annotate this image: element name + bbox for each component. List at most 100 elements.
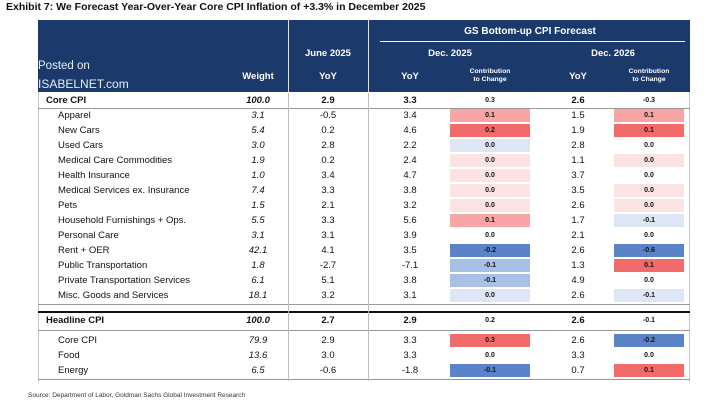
row-dec-2026-contribution: -0.1: [614, 289, 684, 302]
row-dec-2025-yoy: -1.8: [401, 365, 419, 376]
row-june-2025-yoy: -2.7: [319, 260, 337, 271]
table-row: Misc. Goods and Services 18.1 3.2 3.1 0.0 2.6…: [38, 288, 690, 303]
row-dec-2025-contribution: 0.2: [485, 317, 495, 324]
row-dec-2026-contribution: 0.0: [644, 142, 654, 149]
header-divider: [368, 20, 369, 92]
row-dec-2026-yoy: 1.7: [571, 215, 585, 226]
row-dec-2026-yoy: 2.8: [571, 140, 585, 151]
table-row: Pets 1.5 2.1 3.2 0.0 2.6 0.0: [38, 198, 690, 213]
row-weight: 3.1: [251, 230, 265, 241]
row-label: Core CPI: [46, 95, 87, 106]
row-label: Apparel: [58, 110, 91, 121]
row-dec-2026-contribution: -0.1: [642, 317, 656, 324]
row-divider: [38, 311, 690, 313]
row-label: Misc. Goods and Services: [58, 290, 169, 301]
row-june-2025-yoy: 3.1: [321, 230, 335, 241]
row-dec-2025-yoy: 3.3: [403, 95, 417, 106]
row-dec-2025-yoy: 3.5: [403, 245, 417, 256]
row-dec-2026-contribution: 0.1: [614, 109, 684, 122]
row-dec-2025-yoy: 4.7: [403, 170, 417, 181]
row-dec-2025-yoy: 3.3: [403, 335, 417, 346]
table-row: Headline CPI 100.0 2.7 2.9 0.2 2.6 -0.1: [38, 313, 690, 328]
table-row: Rent + OER 42.1 4.1 3.5 -0.2 2.6 -0.6: [38, 243, 690, 258]
row-june-2025-yoy: 0.2: [321, 155, 335, 166]
row-weight: 7.4: [251, 185, 265, 196]
row-dec-2025-yoy: 2.2: [403, 140, 417, 151]
row-dec-2026-yoy: 2.6: [571, 245, 585, 256]
row-dec-2026-yoy: 2.6: [571, 315, 585, 326]
row-june-2025-yoy: 3.4: [321, 170, 335, 181]
row-divider: [38, 304, 690, 305]
row-dec-2025-contribution: 0.0: [450, 169, 530, 182]
row-june-2025-yoy: -0.5: [319, 110, 337, 121]
row-dec-2025-contribution: 0.2: [450, 124, 530, 137]
row-dec-2026-contribution: -0.3: [642, 97, 656, 104]
row-dec-2025-yoy: 3.8: [403, 275, 417, 286]
row-weight: 1.8: [251, 260, 265, 271]
row-dec-2026-contribution: 0.0: [614, 154, 684, 167]
row-dec-2026-yoy: 1.3: [571, 260, 585, 271]
row-label: Rent + OER: [58, 245, 110, 256]
row-label: Health Insurance: [58, 170, 130, 181]
row-label: Headline CPI: [46, 315, 105, 326]
dec26-yoy-header: YoY: [569, 71, 587, 82]
table-row: Core CPI 100.0 2.9 3.3 0.3 2.6 -0.3: [38, 93, 690, 108]
table-row: Personal Care 3.1 3.1 3.9 0.0 2.1 0.0: [38, 228, 690, 243]
row-label: Personal Care: [58, 230, 119, 241]
table-row: Core CPI 79.9 2.9 3.3 0.3 2.6 -0.2: [38, 333, 690, 348]
row-dec-2025-contribution: 0.3: [485, 97, 495, 104]
row-dec-2026-contribution: 0.0: [644, 172, 654, 179]
row-label: Core CPI: [58, 335, 98, 346]
row-dec-2026-yoy: 1.5: [571, 110, 585, 121]
row-june-2025-yoy: 2.1: [321, 200, 335, 211]
row-weight: 13.6: [248, 350, 268, 361]
table-frame: [38, 20, 690, 382]
row-june-2025-yoy: 0.2: [321, 125, 335, 136]
row-dec-2025-contribution: 0.0: [450, 139, 530, 152]
table-row: New Cars 5.4 0.2 4.6 0.2 1.9 0.1: [38, 123, 690, 138]
row-divider: [38, 330, 690, 331]
row-weight: 1.5: [251, 200, 265, 211]
row-dec-2026-contribution: 0.1: [614, 124, 684, 137]
june-yoy-header: YoY: [319, 71, 337, 82]
row-weight: 5.4: [251, 125, 265, 136]
row-dec-2025-yoy: 3.3: [403, 350, 417, 361]
row-dec-2026-yoy: 2.6: [571, 200, 585, 211]
table-row: Medical Services ex. Insurance 7.4 3.3 3.8 0…: [38, 183, 690, 198]
row-dec-2025-contribution: 0.0: [450, 289, 530, 302]
row-dec-2025-contribution: 0.0: [450, 199, 530, 212]
row-dec-2026-yoy: 2.6: [571, 290, 585, 301]
row-label: Energy: [58, 365, 89, 376]
exhibit-title: Exhibit 7: We Forecast Year-Over-Year Co…: [6, 1, 426, 13]
dec25-contribution-header: Contribution to Change: [450, 68, 530, 84]
row-dec-2026-contribution: 0.1: [614, 364, 684, 377]
dec26-contribution-header: Contribution to Change: [614, 68, 684, 84]
row-weight: 42.1: [248, 245, 268, 256]
table-row: Used Cars 3.0 2.8 2.2 0.0 2.8 0.0: [38, 138, 690, 153]
row-weight: 6.5: [251, 365, 265, 376]
row-dec-2025-contribution: 0.0: [485, 232, 495, 239]
row-dec-2025-contribution: -0.1: [450, 259, 530, 272]
row-dec-2026-contribution: 0.0: [614, 199, 684, 212]
table-row: Energy 6.5 -0.6 -1.8 -0.1 0.7 0.1: [38, 363, 690, 378]
row-dec-2025-contribution: 0.1: [450, 109, 530, 122]
row-label: New Cars: [58, 125, 100, 136]
dec25-contribution-line1: Contribution: [469, 68, 511, 75]
row-weight: 5.5: [251, 215, 265, 226]
june-2025-header: June 2025: [305, 48, 351, 59]
row-weight: 3.1: [251, 110, 265, 121]
row-label: Public Transportation: [58, 260, 148, 271]
row-dec-2025-contribution: 0.0: [450, 154, 530, 167]
row-dec-2025-contribution: 0.0: [485, 352, 495, 359]
row-dec-2025-yoy: 4.6: [403, 125, 417, 136]
table-row: Health Insurance 1.0 3.4 4.7 0.0 3.7 0.0: [38, 168, 690, 183]
dec25-contribution-line2: to Change: [473, 76, 507, 83]
row-weight: 100.0: [246, 315, 270, 326]
row-weight: 1.9: [251, 155, 265, 166]
row-dec-2026-yoy: 2.6: [571, 335, 585, 346]
row-label: Household Furnishings + Ops.: [58, 215, 187, 226]
row-dec-2026-contribution: -0.1: [614, 214, 684, 227]
row-dec-2026-yoy: 1.1: [571, 155, 585, 166]
row-dec-2026-contribution: 0.1: [614, 259, 684, 272]
watermark-posted-on: Posted on: [38, 60, 90, 72]
